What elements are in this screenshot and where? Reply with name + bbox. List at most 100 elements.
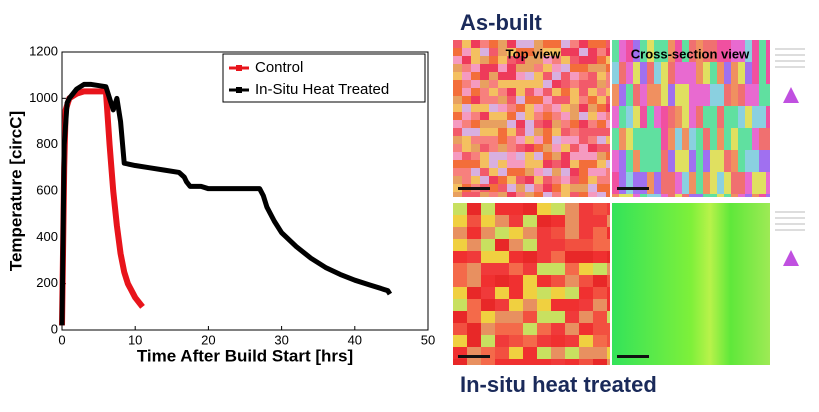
grain xyxy=(579,359,594,365)
grain xyxy=(675,40,683,63)
grain xyxy=(689,194,697,197)
grain xyxy=(710,106,718,129)
grain xyxy=(668,106,676,129)
grain xyxy=(453,176,463,185)
grain xyxy=(462,96,472,105)
grain xyxy=(619,40,627,63)
grain xyxy=(453,40,463,49)
grain xyxy=(565,275,580,288)
grain xyxy=(471,112,481,121)
grain xyxy=(462,48,472,57)
grain xyxy=(534,176,544,185)
grain xyxy=(588,192,598,197)
grain xyxy=(467,239,482,252)
grain xyxy=(606,88,610,97)
grain xyxy=(588,120,598,129)
grain xyxy=(523,287,538,300)
grain xyxy=(481,323,496,336)
grain xyxy=(516,192,526,197)
grain xyxy=(607,239,610,252)
grain xyxy=(534,128,544,137)
grain xyxy=(724,106,732,129)
grain xyxy=(606,40,610,49)
grain xyxy=(619,172,627,195)
grain xyxy=(552,104,562,113)
grain xyxy=(525,120,535,129)
grain xyxy=(453,136,463,145)
grain xyxy=(453,287,468,300)
grain xyxy=(738,194,746,197)
grain xyxy=(607,203,610,216)
grain xyxy=(565,323,580,336)
grain xyxy=(498,104,508,113)
grain xyxy=(489,64,499,73)
grain xyxy=(640,172,648,195)
grain xyxy=(516,80,526,89)
grain xyxy=(552,56,562,65)
grain xyxy=(579,192,589,197)
grain xyxy=(626,194,634,197)
grain xyxy=(579,239,594,252)
grain xyxy=(551,239,566,252)
grain xyxy=(703,84,711,107)
grain xyxy=(597,144,607,153)
grain xyxy=(682,62,690,85)
x-tick-label: 30 xyxy=(274,332,288,347)
grain xyxy=(498,120,508,129)
grain xyxy=(597,96,607,105)
grain xyxy=(588,184,598,193)
grain xyxy=(682,172,690,195)
grain xyxy=(498,184,508,193)
grain xyxy=(495,323,510,336)
grain xyxy=(668,40,676,63)
grain xyxy=(593,251,608,264)
grain xyxy=(481,347,496,360)
grain xyxy=(717,106,725,129)
grain xyxy=(668,128,676,151)
grain xyxy=(607,263,610,276)
grain xyxy=(489,184,499,193)
grain xyxy=(696,84,704,107)
grain xyxy=(588,144,598,153)
grain xyxy=(675,172,683,195)
grain xyxy=(534,40,544,49)
grain xyxy=(724,194,732,197)
grain xyxy=(579,184,589,193)
grain xyxy=(525,48,535,57)
grain xyxy=(607,323,610,336)
grain xyxy=(654,84,662,107)
grain xyxy=(570,88,580,97)
grain xyxy=(516,112,526,121)
grain xyxy=(579,40,589,49)
grain xyxy=(689,128,697,151)
grain xyxy=(462,56,472,65)
grain xyxy=(675,106,683,129)
grain xyxy=(495,215,510,228)
grain xyxy=(489,96,499,105)
grain xyxy=(654,62,662,85)
grain xyxy=(561,120,571,129)
grain xyxy=(543,48,553,57)
grain xyxy=(647,62,655,85)
grain xyxy=(570,104,580,113)
grain xyxy=(453,72,463,81)
grain xyxy=(480,40,490,49)
grain xyxy=(481,311,496,324)
grain xyxy=(498,176,508,185)
grain xyxy=(453,227,468,240)
grain xyxy=(561,112,571,121)
grain xyxy=(717,84,725,107)
grain xyxy=(453,263,468,276)
grain xyxy=(570,144,580,153)
grain xyxy=(606,112,610,121)
grain xyxy=(647,106,655,129)
x-tick-label: 50 xyxy=(421,332,435,347)
grain xyxy=(537,275,552,288)
grain xyxy=(509,251,524,264)
grain xyxy=(626,62,634,85)
grain xyxy=(534,152,544,161)
grain xyxy=(703,62,711,85)
grain xyxy=(498,64,508,73)
grain xyxy=(495,287,510,300)
